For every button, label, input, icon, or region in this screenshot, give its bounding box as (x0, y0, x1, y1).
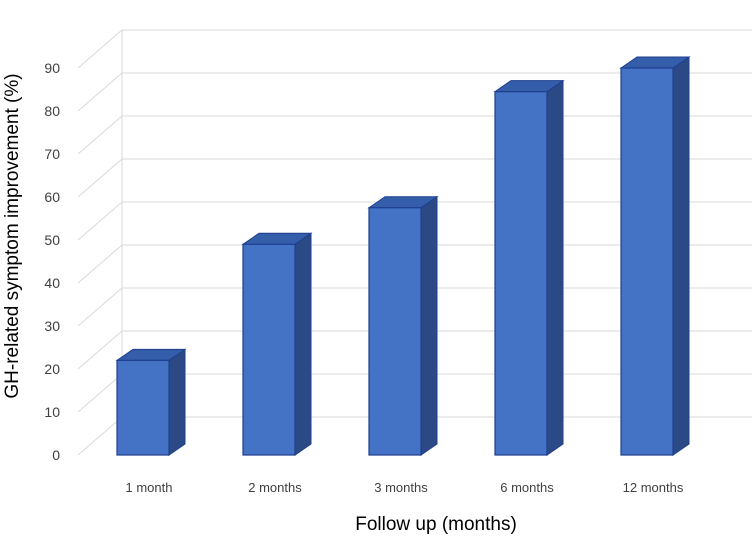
x-tick-label: 12 months (623, 480, 684, 495)
bar-front (242, 243, 296, 456)
bar-side (168, 348, 186, 456)
x-tick-label: 6 months (500, 480, 554, 495)
x-tick-label: 3 months (374, 480, 428, 495)
bar-12-months (619, 56, 691, 456)
y-tick-label: 50 (44, 232, 60, 248)
bar-side (672, 56, 690, 456)
bars (115, 56, 691, 456)
y-tick-label: 70 (44, 146, 60, 162)
y-tick-label: 0 (52, 447, 60, 463)
bar-front (368, 207, 422, 456)
bar-1-month (115, 348, 187, 456)
y-tick-label: 80 (44, 103, 60, 119)
y-tick-label: 60 (44, 189, 60, 205)
y-axis-ticks: 0 10 20 30 40 50 60 70 80 90 (44, 60, 60, 463)
bar-3-months (367, 195, 439, 456)
x-axis-ticks: 1 month 2 months 3 months 6 months 12 months (126, 480, 684, 495)
bar-side (546, 79, 564, 456)
y-tick-label: 30 (44, 318, 60, 334)
bar-front (116, 359, 170, 456)
bar-front (494, 91, 548, 456)
bar-side (420, 195, 438, 456)
gridlines (77, 29, 752, 456)
y-axis-title: GH-related symptom improvement (%) (2, 73, 23, 398)
bar-front (620, 67, 674, 456)
y-tick-label: 40 (44, 275, 60, 291)
bar-6-months (493, 79, 565, 456)
y-tick-label: 10 (44, 404, 60, 420)
bar-2-months (241, 232, 313, 456)
y-tick-label: 90 (44, 60, 60, 76)
x-tick-label: 2 months (248, 480, 302, 495)
x-tick-label: 1 month (126, 480, 173, 495)
y-tick-label: 20 (44, 361, 60, 377)
x-axis-title: Follow up (months) (355, 514, 517, 535)
bar-side (294, 232, 312, 456)
